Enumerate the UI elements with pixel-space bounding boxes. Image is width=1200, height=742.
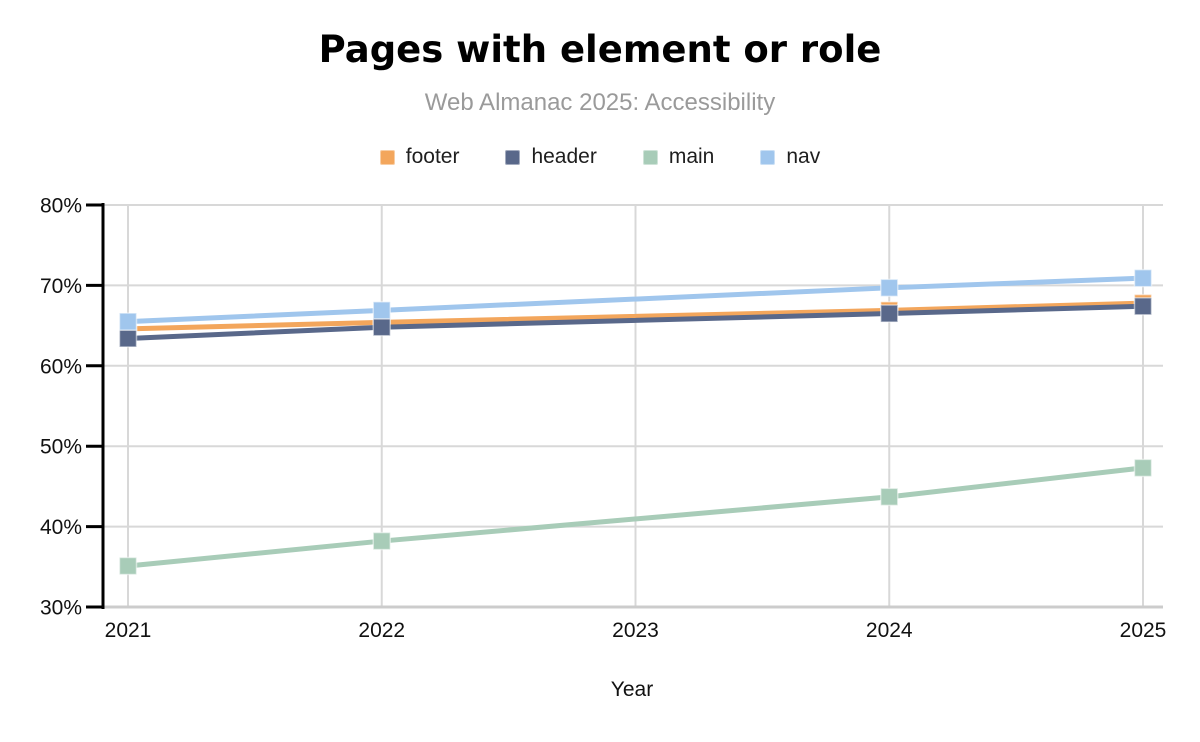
y-tick-label-80: 80%	[40, 195, 82, 218]
x-axis-title: Year	[610, 678, 654, 701]
marker-main-2025	[1133, 458, 1153, 478]
legend-swatch-main	[642, 149, 658, 165]
legend-item-main: main	[642, 145, 715, 169]
legend-label-nav: nav	[786, 145, 821, 168]
marker-main-2022	[372, 531, 391, 551]
legend-item-header: header	[505, 145, 597, 169]
x-tick-label-2021: 2021	[105, 619, 152, 642]
legend-label-header: header	[531, 145, 597, 168]
x-tick-label-2025: 2025	[1120, 619, 1167, 642]
marker-main-2021	[118, 556, 138, 576]
x-tick-label-2022: 2022	[358, 619, 405, 642]
marker-header-2024	[880, 304, 899, 323]
marker-header-2022	[372, 317, 391, 337]
legend-label-main: main	[668, 145, 715, 168]
legend-swatch-nav	[760, 149, 776, 165]
series-line-main	[125, 465, 1146, 569]
chart-title: Pages with element or role	[318, 28, 882, 71]
marker-nav-2021	[118, 312, 138, 331]
chart-subtitle: Web Almanac 2025: Accessibility	[424, 89, 776, 116]
legend-item-footer: footer	[379, 145, 460, 169]
marker-header-2025	[1133, 297, 1153, 316]
series-line-header	[125, 303, 1146, 341]
y-tick-label-50: 50%	[40, 436, 82, 459]
y-tick-label-60: 60%	[40, 355, 82, 378]
marker-header-2021	[118, 329, 138, 348]
y-tick-label-40: 40%	[40, 516, 82, 539]
legend-swatch-footer	[379, 149, 395, 165]
x-tick-label-2023: 2023	[612, 619, 659, 642]
legend: footer header main nav	[0, 143, 1200, 171]
legend-item-nav: nav	[760, 145, 820, 169]
x-tick-label-2024: 2024	[866, 619, 913, 642]
series-line-nav	[125, 275, 1146, 325]
legend-swatch-header	[505, 149, 521, 165]
legend-label-footer: footer	[405, 145, 460, 168]
y-tick-label-70: 70%	[40, 275, 82, 298]
marker-main-2024	[880, 487, 899, 507]
marker-nav-2025	[1133, 268, 1153, 288]
y-tick-label-30: 30%	[40, 597, 82, 620]
marker-nav-2022	[372, 301, 391, 320]
marker-nav-2024	[880, 278, 899, 298]
series-line-footer	[125, 300, 1146, 332]
